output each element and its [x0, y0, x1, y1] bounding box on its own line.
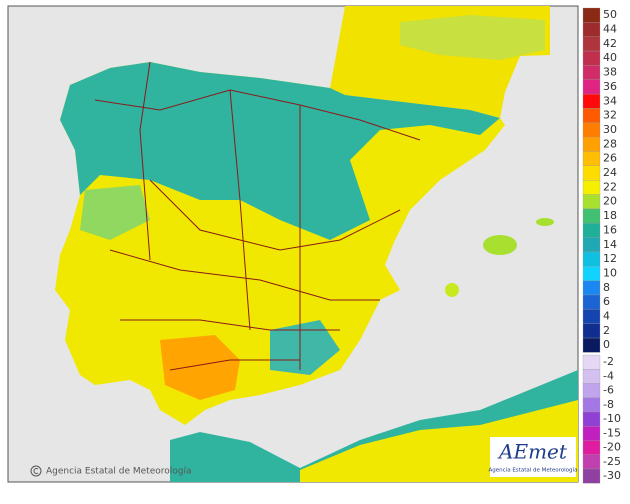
legend-swatch [582, 36, 601, 52]
logo-name: AEmet [497, 440, 568, 464]
legend-label: 50 [603, 8, 617, 21]
legend-label: 16 [603, 223, 617, 236]
legend-swatch [582, 294, 601, 310]
logo-box [490, 437, 576, 477]
sierra-nevada-cool [270, 320, 340, 375]
menorca [536, 218, 554, 226]
legend-swatch [582, 79, 601, 95]
legend-label: 24 [603, 166, 617, 179]
legend-label: 10 [603, 266, 617, 279]
legend-label: 38 [603, 66, 617, 79]
legend-label: 40 [603, 51, 617, 64]
legend-label: -30 [603, 469, 621, 482]
legend-swatch [582, 468, 601, 484]
legend-label: 42 [603, 37, 617, 50]
legend-swatch [582, 369, 601, 384]
copyright-c [33, 468, 39, 474]
west-mild-zone [80, 185, 150, 240]
logo-subtitle: Agencia Estatal de Meteorología [489, 467, 578, 474]
france-hills [400, 15, 545, 60]
legend-label: 36 [603, 80, 617, 93]
legend-label: -2 [603, 355, 614, 368]
legend-label: -20 [603, 441, 621, 454]
legend-label: -4 [603, 369, 614, 382]
legend-swatch [582, 122, 601, 138]
legend-swatch [582, 165, 601, 181]
legend-swatch [582, 411, 601, 427]
legend-swatch [582, 383, 601, 398]
legend-swatch [582, 454, 601, 470]
legend-swatch [582, 354, 601, 370]
legend-swatch [582, 50, 601, 66]
legend-swatch [582, 266, 601, 281]
legend-swatch [582, 136, 601, 152]
legend: 5044424038363432302826242220181614121086… [582, 7, 621, 484]
legend-swatch [582, 323, 601, 339]
legend-swatch [582, 22, 601, 37]
legend-label: 22 [603, 180, 617, 193]
legend-swatch [582, 440, 601, 455]
legend-label: -6 [603, 384, 614, 397]
legend-swatch [582, 151, 601, 167]
legend-swatch [582, 251, 601, 267]
legend-swatch [582, 337, 601, 353]
legend-swatch [582, 223, 601, 238]
legend-label: 28 [603, 137, 617, 150]
legend-label: -15 [603, 426, 621, 439]
legend-swatch [582, 208, 601, 224]
legend-label: 6 [603, 295, 610, 308]
region-borders [94, 61, 421, 371]
legend-label: -10 [603, 412, 621, 425]
legend-label: 34 [603, 94, 617, 107]
mallorca [483, 235, 517, 255]
legend-label: 14 [603, 238, 617, 251]
legend-swatch [582, 108, 601, 123]
legend-label: 20 [603, 195, 617, 208]
north-cool-zone [60, 62, 500, 240]
legend-swatch [582, 397, 601, 413]
legend-label: 8 [603, 281, 610, 294]
legend-label: -8 [603, 398, 614, 411]
copyright-icon [30, 465, 42, 477]
credit: Agencia Estatal de Meteorología [46, 467, 192, 477]
legend-swatch [582, 309, 601, 324]
legend-label: 44 [603, 23, 617, 36]
legend-swatch [582, 7, 601, 23]
legend-label: 32 [603, 109, 617, 122]
legend-label: 0 [603, 338, 610, 351]
legend-label: 4 [603, 310, 610, 323]
legend-swatch [582, 194, 601, 210]
legend-label: -25 [603, 455, 621, 468]
guadalquivir-warm [160, 335, 240, 400]
legend-label: 30 [603, 123, 617, 136]
legend-swatch [582, 426, 601, 441]
legend-swatch [582, 93, 601, 109]
ibiza [445, 283, 459, 297]
legend-swatch [582, 280, 601, 296]
legend-label: 18 [603, 209, 617, 222]
legend-label: 12 [603, 252, 617, 265]
legend-swatch [582, 237, 601, 253]
legend-swatch [582, 65, 601, 80]
legend-swatch [582, 180, 601, 195]
legend-label: 26 [603, 152, 617, 165]
legend-label: 2 [603, 324, 610, 337]
